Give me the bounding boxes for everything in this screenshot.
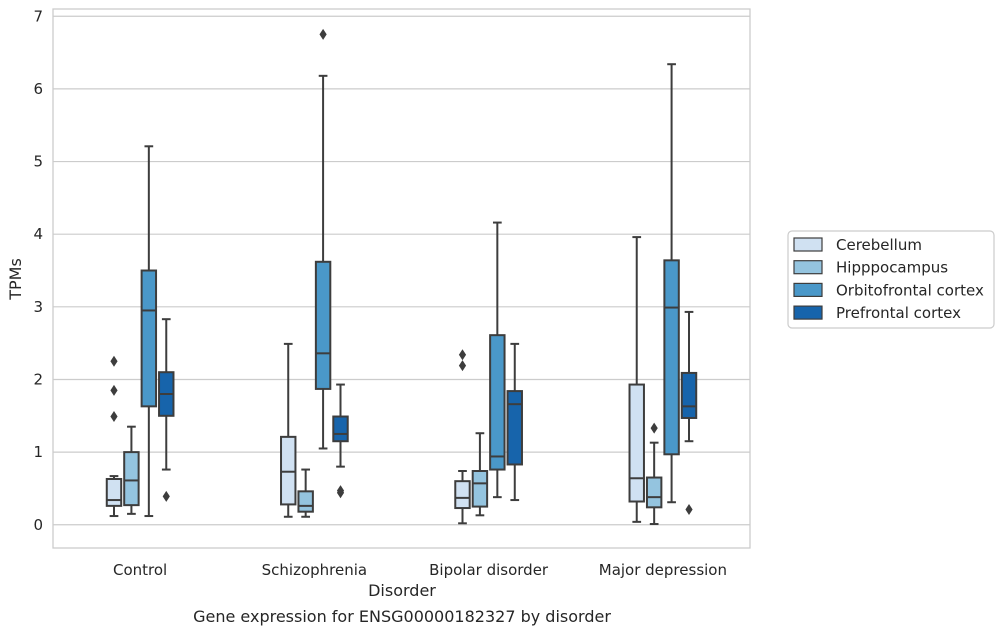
outlier-point [650, 422, 658, 434]
box-iqr [297, 490, 314, 513]
box-group [645, 422, 663, 526]
legend-frame [787, 230, 995, 329]
y-tick-label: 1 [33, 443, 43, 461]
box-iqr [280, 435, 297, 506]
outlier-point [162, 490, 170, 502]
x-tick-label: Schizophrenia [262, 561, 367, 579]
plot-frame [52, 8, 751, 549]
outlier-point [458, 360, 467, 372]
box-iqr [314, 260, 332, 390]
y-tick-label: 7 [33, 7, 43, 25]
legend-label: Orbitofrontal cortex [836, 281, 984, 299]
box-group [454, 349, 471, 525]
box-plot-series [105, 28, 698, 526]
outlier-point [319, 28, 327, 40]
box-iqr [663, 259, 680, 456]
legend: Cerebellum Hipppocampus Orbitofrontal cort… [787, 230, 995, 329]
legend-swatch [793, 305, 823, 320]
y-tick-label: 4 [33, 225, 43, 243]
box-iqr [489, 334, 506, 471]
legend-swatch [793, 282, 823, 297]
box-group [158, 318, 175, 502]
box-iqr [471, 470, 489, 508]
legend-swatch [793, 260, 823, 275]
x-tick-label: Major depression [599, 561, 727, 579]
outlier-point [458, 349, 467, 361]
box-group [489, 221, 506, 499]
box-iqr [506, 390, 523, 466]
box-group [297, 468, 314, 518]
box-group [680, 310, 698, 515]
box-group [663, 63, 680, 504]
box-iqr [105, 477, 123, 507]
box-iqr [123, 451, 140, 507]
box-iqr [680, 371, 698, 419]
y-tick-label: 6 [33, 80, 43, 98]
y-tick-labels: 0 1 2 3 4 5 6 7 [33, 7, 43, 533]
grid-lines [53, 15, 750, 526]
box-group [105, 355, 123, 518]
outlier-point [685, 504, 693, 515]
y-tick-label: 2 [33, 370, 43, 388]
legend-label: Hipppocampus [836, 259, 948, 277]
box-group [506, 342, 523, 502]
outlier-point [110, 411, 118, 423]
x-tick-labels: Control Schizophrenia Bipolar disorder Majo… [113, 561, 727, 579]
box-iqr [332, 415, 349, 443]
box-group [332, 383, 349, 499]
y-tick-label: 5 [33, 153, 43, 171]
x-tick-label: Bipolar disorder [429, 561, 549, 579]
y-tick-label: 0 [33, 516, 43, 534]
x-tick-label: Control [113, 561, 167, 579]
box-group [628, 236, 645, 523]
outlier-point [110, 384, 118, 396]
box-group [123, 425, 140, 515]
y-tick-label: 3 [33, 298, 43, 316]
box-group [140, 145, 158, 518]
legend-swatch [793, 237, 823, 252]
outlier-point [336, 485, 345, 497]
box-iqr [454, 480, 471, 510]
box-iqr [645, 476, 663, 509]
box-group [280, 342, 297, 518]
x-axis-label: Disorder [368, 581, 436, 600]
chart-caption: Gene expression for ENSG00000182327 by d… [193, 607, 611, 626]
box-group [471, 432, 489, 517]
box-group [314, 28, 332, 450]
outlier-point [110, 355, 118, 367]
legend-label: Prefrontal cortex [836, 304, 961, 322]
box-iqr [140, 269, 158, 408]
box-iqr [628, 383, 645, 503]
legend-label: Cerebellum [836, 236, 922, 254]
y-axis-label: TPMs [6, 258, 25, 301]
